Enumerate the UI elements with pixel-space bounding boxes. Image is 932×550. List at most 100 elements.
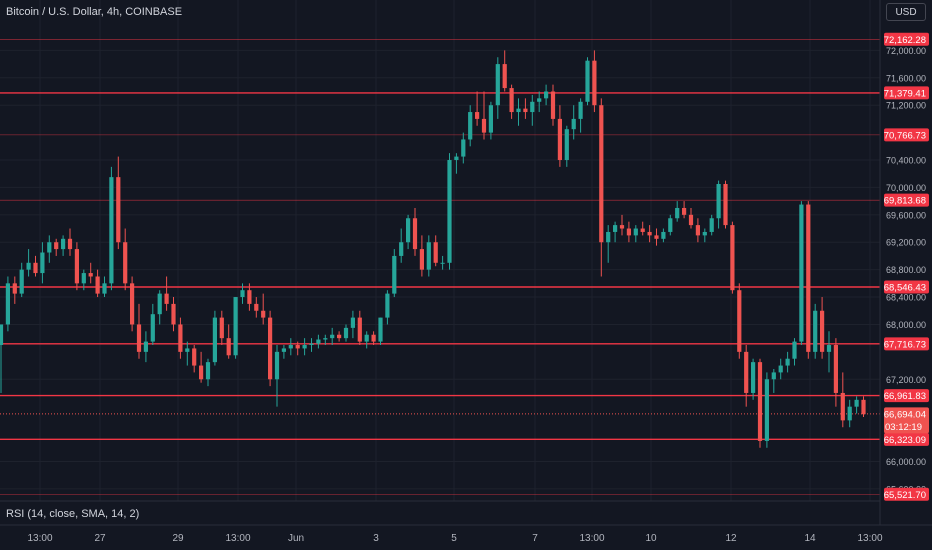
candle-body: [619, 225, 625, 229]
candle-body: [454, 156, 459, 161]
price-tick-label: 66,000.00: [886, 457, 926, 467]
candle-body: [274, 351, 280, 380]
level-price-tag-bg: [884, 193, 929, 207]
candle-body: [792, 341, 797, 359]
candle-body: [54, 242, 59, 250]
candle-body: [785, 358, 790, 366]
candle-body: [764, 379, 769, 441]
countdown-timer: 03:12:19: [885, 422, 922, 433]
candle-body: [461, 139, 466, 157]
candle-body: [688, 214, 694, 226]
time-tick-label: 29: [172, 533, 184, 544]
candle-body: [861, 399, 866, 415]
time-axis[interactable]: 13:00 27 29 13:00 Jun 3 5 7 13:00 10 12 14 13:00: [27, 533, 882, 544]
level-price-tag: 70,766.73: [884, 130, 926, 141]
candle-body: [150, 314, 155, 342]
candle-body: [109, 177, 114, 284]
time-tick-label: 13:00: [27, 533, 52, 544]
candle-body: [661, 231, 666, 239]
candle-body: [343, 327, 349, 339]
candle-body: [88, 273, 93, 277]
candle-body: [164, 293, 169, 304]
candle-body: [47, 242, 52, 253]
candle-body: [357, 317, 362, 342]
level-price-tags: 72,162.28 71,379.41 70,766.73 69,813.68 68,5…: [884, 32, 929, 501]
level-price-tag-bg: [884, 432, 929, 446]
price-tick-label: 69,200.00: [886, 238, 926, 248]
candle-body: [647, 231, 652, 236]
candle-body: [337, 334, 342, 339]
current-price-tag: 66,694.04: [884, 409, 926, 420]
rsi-indicator-label[interactable]: RSI (14, close, SMA, 14, 2): [6, 508, 140, 520]
candle-body: [185, 348, 190, 352]
candle-body: [364, 334, 369, 342]
candle-body: [709, 218, 714, 232]
candle-body: [799, 204, 804, 342]
candle-body: [833, 345, 838, 393]
candle-body: [136, 324, 142, 352]
candle-body: [433, 242, 438, 263]
price-tick-label: 67,200.00: [886, 375, 926, 385]
candle-body: [406, 218, 411, 243]
price-tick-label: 70,000.00: [886, 183, 926, 193]
candle-body: [751, 362, 756, 393]
candle-body: [378, 317, 383, 342]
level-price-tag-bg: [884, 280, 929, 294]
candle-body: [626, 228, 631, 236]
candle-body: [757, 362, 763, 441]
level-price-tag: 68,546.43: [884, 283, 926, 294]
candle-body: [481, 118, 487, 133]
candle-body: [19, 269, 24, 294]
candle-body: [744, 351, 749, 393]
candle-body: [702, 231, 707, 236]
candle-body: [81, 273, 86, 284]
level-price-tag: 69,813.68: [884, 196, 926, 207]
candle-body: [826, 345, 832, 352]
candle-body: [737, 290, 742, 352]
time-tick-label: 10: [645, 533, 657, 544]
candle-body: [178, 324, 183, 352]
time-tick-label: 13:00: [857, 533, 882, 544]
candle-body: [806, 204, 811, 352]
candle-body: [302, 345, 307, 349]
candle-body: [468, 112, 473, 140]
candle-body: [399, 242, 404, 256]
candle-body: [212, 317, 217, 363]
time-tick-label: 12: [725, 533, 737, 544]
candle-body: [447, 160, 452, 263]
candle-body: [199, 365, 204, 380]
level-price-tag-bg: [884, 337, 929, 351]
currency-button[interactable]: USD: [886, 3, 926, 21]
candle-body: [171, 303, 176, 325]
level-price-tag: 71,379.41: [884, 88, 926, 99]
price-tick-label: 69,600.00: [886, 210, 926, 220]
candle-body: [682, 207, 687, 215]
horizontal-levels[interactable]: [0, 38, 880, 495]
candle-body: [350, 317, 355, 328]
candle-body: [61, 238, 66, 250]
candle-body: [585, 60, 590, 102]
candle-body: [530, 101, 535, 113]
level-price-tag-bg: [884, 487, 929, 501]
symbol-title[interactable]: Bitcoin / U.S. Dollar, 4h, COINBASE: [6, 6, 183, 18]
price-tick-label: 70,400.00: [886, 156, 926, 166]
time-tick-label: 5: [451, 533, 457, 544]
level-price-tag: 66,323.09: [884, 435, 926, 446]
candle-body: [592, 60, 597, 106]
candle-body: [95, 276, 100, 294]
candle-body: [316, 339, 321, 344]
candle-body: [233, 297, 238, 356]
candle-body: [247, 290, 252, 304]
candle-body: [392, 255, 397, 294]
candle-body: [599, 105, 604, 243]
candle-body: [730, 225, 735, 291]
time-tick-label: 3: [373, 533, 379, 544]
candle-body: [723, 183, 728, 226]
candle-body: [426, 242, 431, 270]
candle-body: [143, 341, 148, 352]
candle-body: [606, 231, 611, 243]
price-tick-label: 71,200.00: [886, 101, 926, 111]
candle-body: [385, 293, 390, 318]
candle-body: [633, 228, 638, 236]
